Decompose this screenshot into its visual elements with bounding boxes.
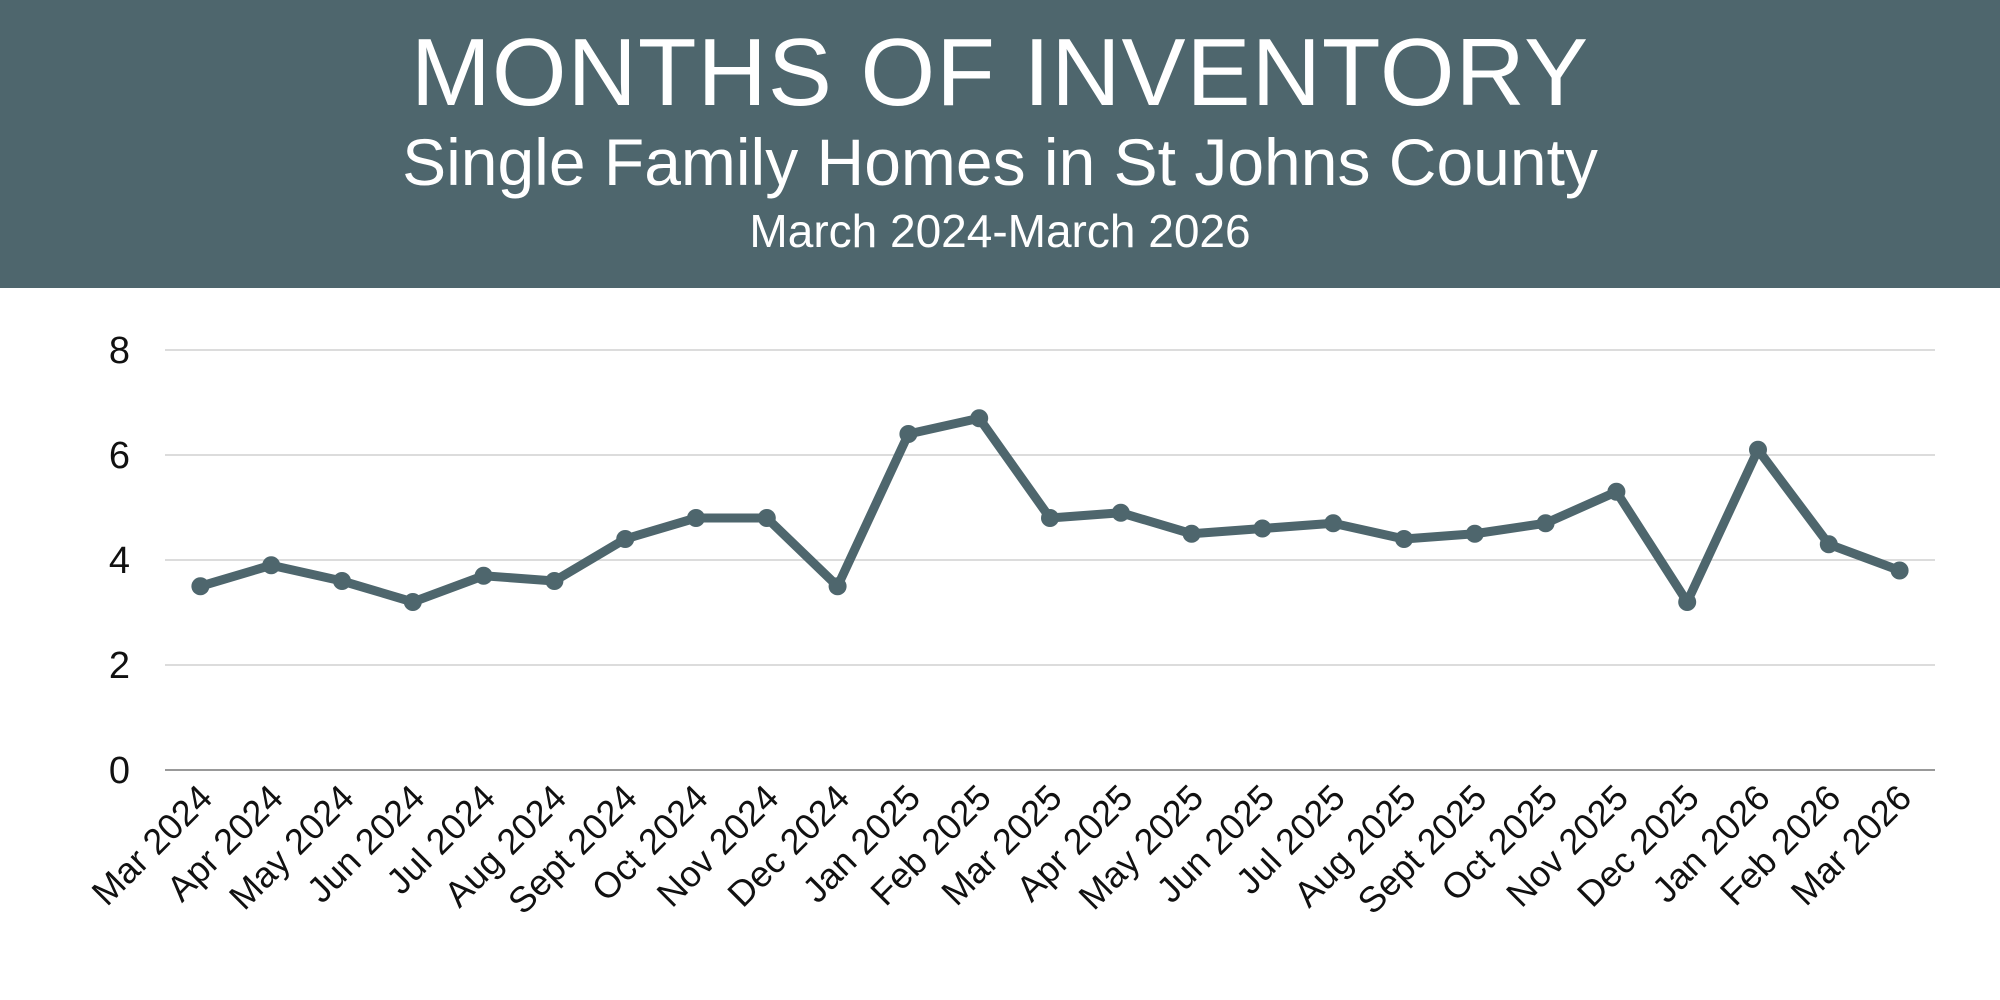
data-point <box>1395 530 1413 548</box>
data-point <box>403 593 422 611</box>
data-point <box>970 409 989 428</box>
chart-date-range: March 2024-March 2026 <box>749 205 1251 257</box>
data-point <box>191 577 210 596</box>
y-tick-label: 6 <box>109 435 130 477</box>
data-point <box>333 572 351 590</box>
data-point <box>1749 440 1767 459</box>
data-point <box>1253 519 1272 538</box>
data-point <box>1536 514 1555 533</box>
series-group <box>191 409 1909 611</box>
data-point <box>1465 524 1484 543</box>
data-point <box>1678 593 1697 611</box>
data-point <box>1324 514 1343 533</box>
data-point <box>1607 482 1626 501</box>
chart-subtitle: Single Family Homes in St Johns County <box>402 125 1598 199</box>
y-tick-label: 4 <box>109 540 130 582</box>
data-point <box>757 509 776 527</box>
y-axis-ticks: 0 2 4 6 8 <box>109 330 130 792</box>
data-point <box>1041 509 1059 527</box>
data-point <box>1111 503 1130 522</box>
data-point <box>1182 524 1201 543</box>
data-point <box>687 509 705 527</box>
gridlines <box>165 349 1935 771</box>
data-point <box>616 530 635 548</box>
data-point <box>1890 561 1909 580</box>
chart-header: MONTHS OF INVENTORY Single Family Homes … <box>0 0 2000 288</box>
y-tick-label: 0 <box>109 750 130 792</box>
chart-title: MONTHS OF INVENTORY <box>410 19 1590 126</box>
data-point <box>828 577 847 596</box>
y-tick-label: 2 <box>109 645 130 687</box>
y-tick-label: 8 <box>109 330 130 372</box>
data-point <box>899 425 918 443</box>
data-point <box>474 566 493 585</box>
data-point <box>545 572 564 590</box>
data-point <box>1819 535 1838 554</box>
data-point <box>262 556 281 575</box>
